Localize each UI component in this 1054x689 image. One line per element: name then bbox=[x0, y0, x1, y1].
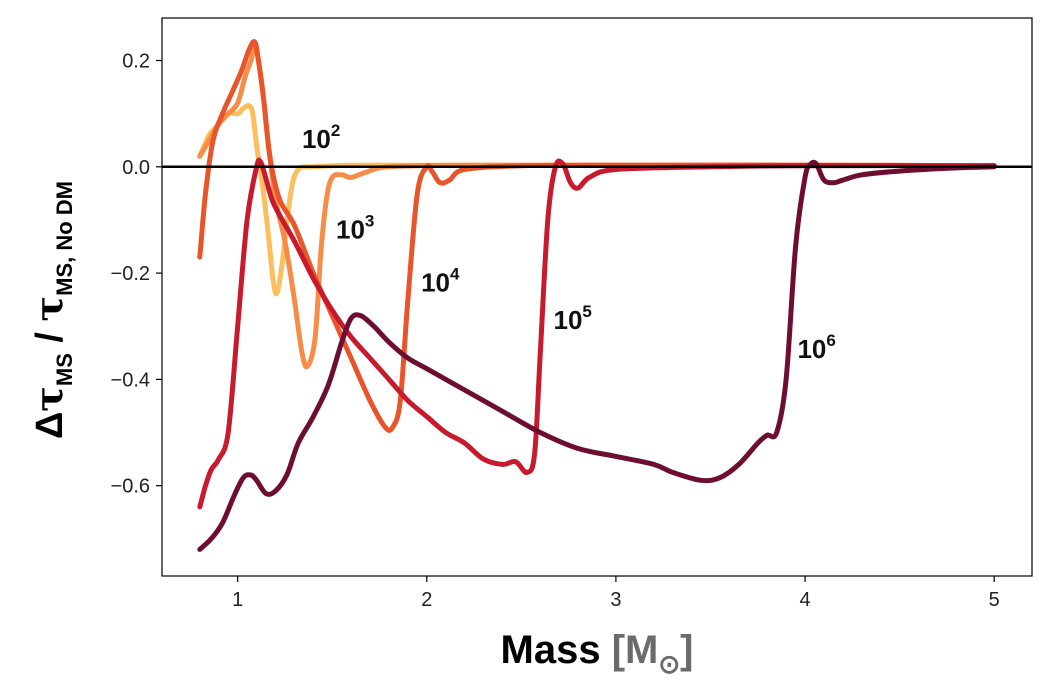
x-tick-label: 5 bbox=[989, 589, 1000, 611]
y-axis-title-tau2: τ bbox=[26, 296, 71, 322]
series-label-exponent: 3 bbox=[365, 212, 374, 231]
y-tick-label: −0.6 bbox=[111, 476, 150, 498]
x-axis-ticks: 1 2 3 4 5 bbox=[232, 576, 1000, 611]
series-label-base: 10 bbox=[421, 268, 450, 298]
y-axis-ticks: 0.2 0.0 −0.2 −0.4 −0.6 bbox=[111, 51, 162, 498]
series-layer bbox=[197, 39, 997, 552]
x-axis-title-unit-sub: ⊙ bbox=[658, 649, 680, 679]
series-label-10-5: 105 bbox=[554, 302, 592, 335]
y-tick-label: −0.2 bbox=[111, 263, 150, 285]
y-axis-title-sub1: MS bbox=[52, 353, 77, 386]
series-label-exponent: 6 bbox=[826, 331, 835, 350]
x-tick-label: 2 bbox=[421, 589, 432, 611]
y-axis-title-sub2: MS, No DM bbox=[52, 181, 77, 296]
y-axis-title-sep: / bbox=[29, 321, 71, 353]
series-label-exponent: 4 bbox=[450, 265, 460, 284]
x-axis-title: Mass [M⊙] bbox=[501, 628, 694, 679]
series-label-10-4: 104 bbox=[421, 265, 460, 298]
series-label-10-3: 103 bbox=[336, 212, 374, 245]
y-axis-title-delta: Δ bbox=[29, 412, 71, 439]
x-tick-label: 4 bbox=[799, 589, 810, 611]
series-label-exponent: 2 bbox=[331, 121, 340, 140]
series-label-base: 10 bbox=[797, 334, 826, 364]
x-axis-title-main: Mass bbox=[501, 628, 612, 672]
series-label-10-2: 102 bbox=[302, 121, 340, 154]
x-tick-label: 3 bbox=[610, 589, 621, 611]
x-axis-title-unit-open: [M bbox=[612, 628, 659, 672]
series-label-10-6: 106 bbox=[797, 331, 835, 364]
series-label-base: 10 bbox=[336, 215, 365, 245]
series-label-base: 10 bbox=[554, 305, 583, 335]
x-axis-title-unit-close: ] bbox=[680, 628, 693, 672]
y-axis-title: ΔτMS / τMS, No DM bbox=[26, 181, 77, 439]
x-tick-label: 1 bbox=[232, 589, 243, 611]
y-tick-label: 0.0 bbox=[122, 157, 150, 179]
series-line-10-3 bbox=[197, 41, 997, 370]
y-axis-title-tau: τ bbox=[26, 386, 71, 412]
series-line-10-4 bbox=[197, 39, 997, 433]
y-tick-label: −0.4 bbox=[111, 369, 150, 391]
y-tick-label: 0.2 bbox=[122, 51, 150, 73]
plot-frame bbox=[161, 17, 1033, 577]
series-label-base: 10 bbox=[302, 124, 331, 154]
series-label-exponent: 5 bbox=[582, 302, 591, 321]
series-line-10-6 bbox=[197, 159, 997, 552]
series-line-10-5 bbox=[197, 157, 997, 510]
